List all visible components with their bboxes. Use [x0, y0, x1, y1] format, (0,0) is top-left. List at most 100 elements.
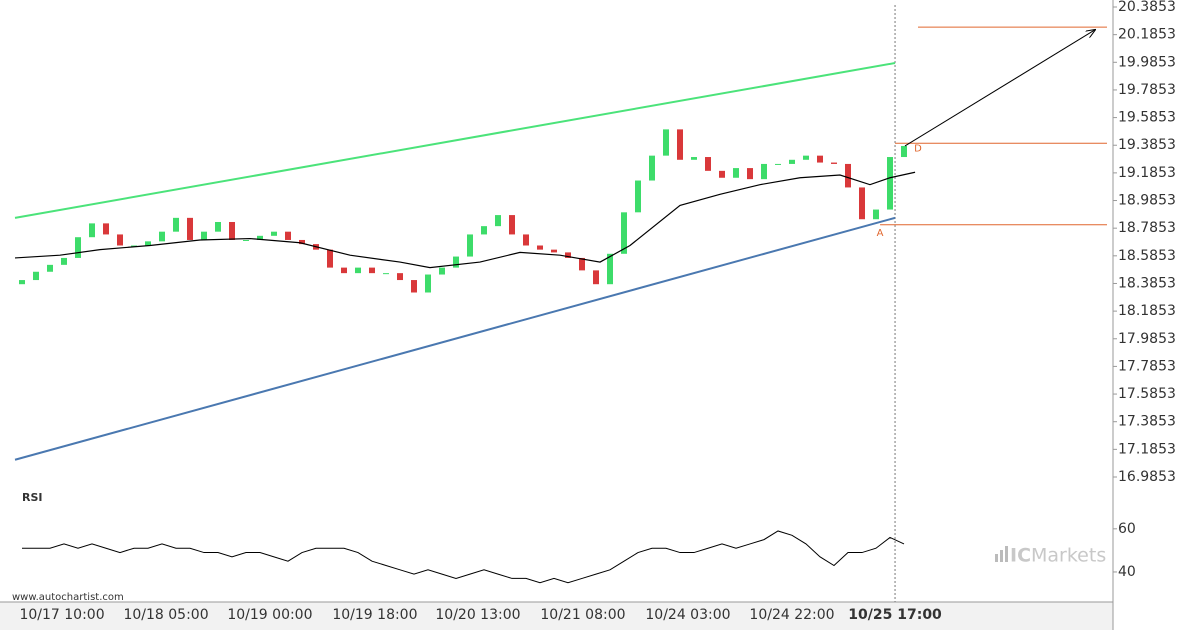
candle — [187, 217, 193, 240]
candle — [719, 170, 725, 178]
candle — [509, 215, 515, 235]
y-tick-label: 16.9853 — [1118, 469, 1176, 485]
y-tick-label: 18.9853 — [1118, 193, 1176, 209]
rsi-line — [22, 530, 905, 584]
candle — [789, 159, 795, 164]
candle — [663, 129, 669, 156]
moving-average — [14, 171, 916, 269]
y-tick-label: 19.1853 — [1118, 165, 1176, 181]
candle — [733, 168, 739, 178]
candle — [817, 155, 823, 163]
candle — [215, 221, 221, 232]
candle — [691, 157, 697, 160]
candle — [635, 180, 641, 213]
candle — [397, 273, 403, 281]
brand-name: Markets — [1031, 545, 1106, 567]
candle — [47, 264, 53, 272]
candle — [159, 231, 165, 242]
y-tick-label: 17.1853 — [1118, 441, 1176, 457]
candle — [425, 274, 431, 293]
rsi-tick-label: 40 — [1118, 564, 1136, 580]
annotation: D — [914, 144, 922, 155]
forecast-arrow — [904, 30, 1095, 147]
x-tick-label: 10/21 08:00 — [540, 607, 625, 623]
candle — [201, 231, 207, 240]
annotation: A — [877, 228, 884, 239]
candle — [327, 249, 333, 268]
y-tick-label: 18.7853 — [1118, 220, 1176, 236]
y-tick-label: 17.7853 — [1118, 358, 1176, 374]
candle — [383, 273, 389, 275]
x-tick-label: 10/19 00:00 — [227, 607, 312, 623]
candle — [19, 280, 25, 285]
y-tick-label: 19.3853 — [1118, 137, 1176, 153]
y-tick-label: 17.3853 — [1118, 414, 1176, 430]
candle — [243, 239, 249, 241]
candle — [145, 241, 151, 246]
candle — [117, 234, 123, 246]
x-tick-label: 10/19 18:00 — [332, 607, 417, 623]
y-tick-label: 17.9853 — [1118, 331, 1176, 347]
candle — [859, 187, 865, 220]
rsi-tick-label: 60 — [1118, 521, 1136, 537]
candle — [523, 234, 529, 246]
candle — [565, 252, 571, 258]
candle — [439, 267, 445, 275]
candle — [453, 256, 459, 268]
candle — [33, 271, 39, 281]
y-tick-label: 20.1853 — [1118, 27, 1176, 43]
candle — [61, 257, 67, 265]
candle — [705, 157, 711, 171]
candle — [467, 234, 473, 257]
brand-prefix: IC — [1010, 545, 1031, 567]
watermark: www.autochartist.com — [12, 592, 124, 603]
x-tick-label: 10/24 22:00 — [749, 607, 834, 623]
x-tick-label: 10/18 05:00 — [123, 607, 208, 623]
x-tick-label: 10/20 13:00 — [435, 607, 520, 623]
logo-bar — [1000, 550, 1003, 562]
y-tick-label: 18.1853 — [1118, 303, 1176, 319]
y-tick-label: 18.3853 — [1118, 275, 1176, 291]
candle — [285, 231, 291, 240]
logo-bar — [1005, 546, 1008, 562]
candle — [579, 257, 585, 271]
x-tick-label: 10/24 03:00 — [645, 607, 730, 623]
y-tick-label: 20.3853 — [1118, 0, 1176, 15]
candle — [495, 215, 501, 227]
candle — [845, 163, 851, 188]
candle — [271, 231, 277, 236]
candle — [411, 280, 417, 293]
y-tick-label: 17.5853 — [1118, 386, 1176, 402]
y-tick-label: 19.5853 — [1118, 110, 1176, 126]
candle — [89, 223, 95, 238]
candle — [537, 245, 543, 250]
candle — [901, 145, 907, 158]
candle — [103, 223, 109, 235]
candle — [75, 237, 81, 258]
candle — [775, 163, 781, 165]
y-tick-label: 19.9853 — [1118, 54, 1176, 70]
logo-bar — [995, 554, 998, 562]
candle — [131, 245, 137, 247]
rsi-title: RSI — [22, 491, 43, 504]
candle — [761, 163, 767, 180]
candle — [369, 267, 375, 274]
candle — [649, 155, 655, 181]
candle — [593, 270, 599, 285]
candle — [481, 226, 487, 235]
candle — [803, 155, 809, 160]
candle — [677, 129, 683, 160]
candle — [873, 209, 879, 220]
x-tick-label: 10/17 10:00 — [19, 607, 104, 623]
candle — [229, 221, 235, 240]
brand-logo: IC Markets — [995, 545, 1106, 567]
candle — [607, 253, 613, 285]
candle — [257, 235, 263, 240]
candle — [299, 239, 305, 245]
x-tick-label: 10/25 17:00 — [848, 607, 942, 623]
x-axis-strip — [0, 602, 1113, 630]
candle — [747, 168, 753, 180]
candle — [173, 217, 179, 232]
candle — [621, 212, 627, 254]
